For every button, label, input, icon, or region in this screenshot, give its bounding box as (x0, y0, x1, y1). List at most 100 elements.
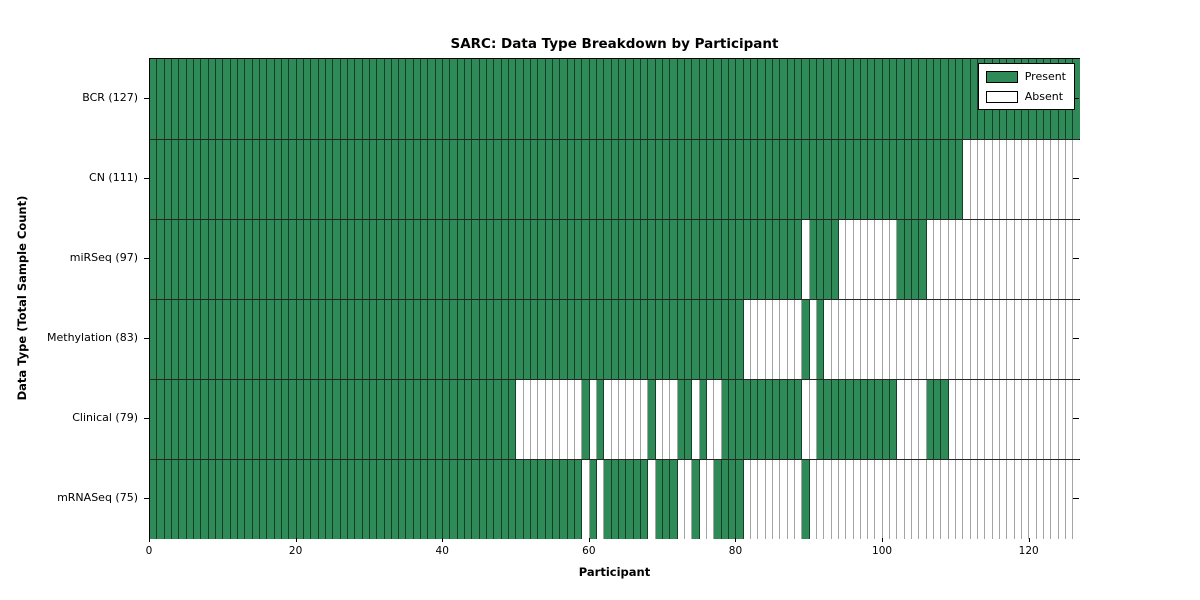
matrix-cell (787, 140, 795, 219)
matrix-cell (516, 380, 524, 459)
chart-title: SARC: Data Type Breakdown by Participant (450, 36, 779, 52)
matrix-cell (838, 220, 847, 299)
matrix-cell (736, 380, 744, 459)
matrix-cell (413, 220, 422, 299)
matrix-cell (633, 300, 641, 379)
matrix-cell (193, 59, 202, 139)
matrix-cell (567, 380, 576, 459)
matrix-cell (890, 380, 898, 459)
matrix-cell (296, 300, 304, 379)
matrix-cell (897, 140, 905, 219)
matrix-cell (347, 300, 356, 379)
matrix-cell (333, 140, 341, 219)
matrix-cell (567, 140, 576, 219)
matrix-cell (992, 220, 1001, 299)
matrix-cell (970, 59, 979, 139)
matrix-cell (736, 460, 744, 539)
matrix-cell (970, 220, 979, 299)
matrix-cell (589, 140, 598, 219)
matrix-cell (523, 140, 532, 219)
matrix-cell (215, 59, 224, 139)
matrix-cell (230, 380, 238, 459)
matrix-cell (399, 460, 407, 539)
matrix-cell (787, 59, 795, 139)
matrix-cell (1073, 220, 1080, 299)
matrix-cell (780, 380, 788, 459)
matrix-cell (186, 220, 194, 299)
matrix-cell (347, 59, 356, 139)
matrix-cell (1014, 220, 1023, 299)
matrix-cell (1044, 300, 1052, 379)
matrix-cell (1051, 220, 1059, 299)
matrix-cell (443, 380, 451, 459)
matrix-cell (487, 300, 495, 379)
matrix-cell (853, 460, 861, 539)
matrix-cell (941, 300, 949, 379)
matrix-cell (186, 300, 194, 379)
matrix-cell (633, 460, 641, 539)
matrix-cell (509, 300, 517, 379)
matrix-cell (728, 300, 737, 379)
matrix-cell (399, 59, 407, 139)
matrix-cell (670, 140, 678, 219)
matrix-cell (340, 220, 348, 299)
matrix-cell (897, 300, 905, 379)
matrix-cell (215, 140, 224, 219)
matrix-cell (303, 220, 312, 299)
matrix-cell (787, 460, 795, 539)
matrix-cell (391, 380, 400, 459)
matrix-cell (494, 300, 502, 379)
matrix-cell (619, 220, 627, 299)
matrix-cell (897, 460, 905, 539)
matrix-cell (758, 300, 766, 379)
matrix-cell (406, 460, 414, 539)
matrix-cell (274, 380, 282, 459)
matrix-cell (296, 380, 304, 459)
matrix-cell (794, 140, 803, 219)
matrix-cell (230, 300, 238, 379)
matrix-cell (750, 220, 759, 299)
matrix-cell (582, 220, 590, 299)
matrix-cell (201, 140, 209, 219)
matrix-cell (223, 300, 231, 379)
matrix-cell (472, 300, 480, 379)
matrix-cell (904, 140, 913, 219)
matrix-cell (560, 220, 568, 299)
matrix-cell (780, 460, 788, 539)
matrix-cell (421, 300, 429, 379)
ytick-mark (144, 178, 149, 179)
matrix-cell (838, 300, 847, 379)
matrix-cell (758, 140, 766, 219)
matrix-cell (208, 140, 216, 219)
matrix-cell (619, 140, 627, 219)
matrix-cell (223, 380, 231, 459)
matrix-cell (457, 380, 466, 459)
matrix-cell (179, 59, 187, 139)
matrix-cell (164, 460, 172, 539)
matrix-cell (853, 380, 861, 459)
matrix-cell (465, 380, 473, 459)
matrix-cell (479, 59, 488, 139)
matrix-cell (670, 380, 678, 459)
matrix-cell (692, 300, 700, 379)
matrix-cell (626, 220, 634, 299)
matrix-cell (706, 460, 715, 539)
matrix-cell (714, 300, 722, 379)
matrix-cell (794, 59, 803, 139)
matrix-cell (245, 59, 253, 139)
matrix-cell (281, 300, 290, 379)
matrix-cell (626, 300, 634, 379)
matrix-cell (611, 140, 619, 219)
matrix-cell (794, 380, 803, 459)
matrix-cell (992, 140, 1001, 219)
matrix-cell (501, 460, 510, 539)
matrix-row-CN (150, 139, 1080, 219)
matrix-cell (956, 140, 964, 219)
matrix-cell (677, 140, 685, 219)
matrix-cell (831, 380, 839, 459)
matrix-cell (941, 59, 949, 139)
matrix-cell (846, 460, 854, 539)
matrix-cell (179, 380, 187, 459)
matrix-cell (538, 300, 546, 379)
matrix-cell (890, 300, 898, 379)
